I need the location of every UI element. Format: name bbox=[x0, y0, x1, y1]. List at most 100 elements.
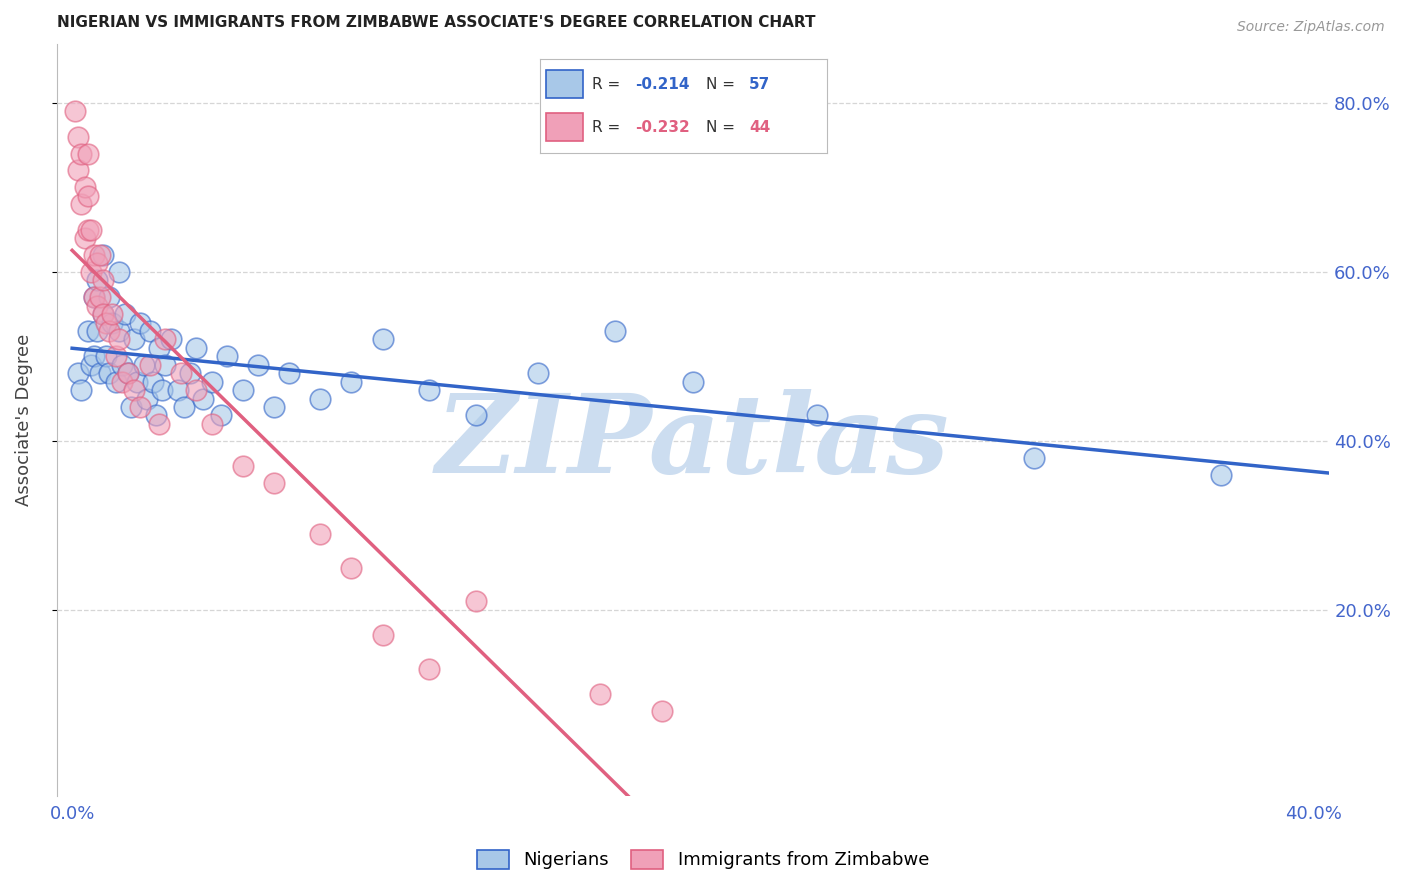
Point bbox=[86, 256, 108, 270]
Point bbox=[138, 324, 160, 338]
Point bbox=[111, 358, 134, 372]
Point bbox=[186, 383, 208, 397]
Point bbox=[83, 290, 105, 304]
Point bbox=[91, 248, 114, 262]
Point bbox=[170, 366, 193, 380]
Point bbox=[263, 476, 285, 491]
Point bbox=[101, 307, 124, 321]
Point bbox=[76, 146, 98, 161]
Point bbox=[122, 333, 145, 347]
Point bbox=[67, 129, 90, 144]
Point bbox=[142, 375, 165, 389]
Point bbox=[371, 628, 394, 642]
Point bbox=[186, 341, 208, 355]
Point bbox=[309, 392, 332, 406]
Point bbox=[145, 409, 167, 423]
Point bbox=[526, 366, 548, 380]
Point bbox=[83, 349, 105, 363]
Point bbox=[464, 594, 486, 608]
Point bbox=[70, 383, 93, 397]
Point bbox=[107, 324, 129, 338]
Point bbox=[107, 333, 129, 347]
Point bbox=[173, 400, 195, 414]
Point bbox=[80, 265, 103, 279]
Point bbox=[122, 383, 145, 397]
Text: NIGERIAN VS IMMIGRANTS FROM ZIMBABWE ASSOCIATE'S DEGREE CORRELATION CHART: NIGERIAN VS IMMIGRANTS FROM ZIMBABWE ASS… bbox=[56, 15, 815, 30]
Point bbox=[191, 392, 214, 406]
Point bbox=[80, 222, 103, 236]
Point bbox=[179, 366, 201, 380]
Point bbox=[73, 231, 96, 245]
Point bbox=[132, 358, 155, 372]
Point bbox=[278, 366, 301, 380]
Point bbox=[806, 409, 828, 423]
Point bbox=[86, 299, 108, 313]
Point bbox=[70, 146, 93, 161]
Point bbox=[96, 349, 118, 363]
Point bbox=[111, 375, 134, 389]
Point bbox=[76, 188, 98, 202]
Point bbox=[682, 375, 704, 389]
Point bbox=[91, 307, 114, 321]
Point bbox=[129, 400, 152, 414]
Point bbox=[91, 307, 114, 321]
Legend: Nigerians, Immigrants from Zimbabwe: Nigerians, Immigrants from Zimbabwe bbox=[468, 841, 938, 879]
Point bbox=[371, 333, 394, 347]
Point bbox=[101, 316, 124, 330]
Point bbox=[86, 273, 108, 287]
Point bbox=[232, 459, 254, 474]
Point bbox=[138, 358, 160, 372]
Point bbox=[1209, 467, 1232, 482]
Point bbox=[464, 409, 486, 423]
Point bbox=[114, 307, 136, 321]
Point bbox=[201, 375, 224, 389]
Point bbox=[104, 375, 127, 389]
Point bbox=[1024, 450, 1046, 465]
Point bbox=[65, 104, 87, 119]
Text: ZIPatlas: ZIPatlas bbox=[436, 389, 950, 496]
Point bbox=[263, 400, 285, 414]
Point bbox=[166, 383, 188, 397]
Point bbox=[209, 409, 232, 423]
Point bbox=[98, 290, 121, 304]
Point bbox=[98, 324, 121, 338]
Point bbox=[418, 383, 440, 397]
Point bbox=[73, 180, 96, 194]
Point bbox=[89, 290, 111, 304]
Point bbox=[89, 248, 111, 262]
Point bbox=[605, 324, 627, 338]
Point bbox=[247, 358, 270, 372]
Point bbox=[104, 349, 127, 363]
Point bbox=[232, 383, 254, 397]
Point bbox=[70, 197, 93, 211]
Point bbox=[96, 316, 118, 330]
Point bbox=[117, 366, 139, 380]
Y-axis label: Associate's Degree: Associate's Degree bbox=[15, 334, 32, 506]
Point bbox=[340, 560, 363, 574]
Point bbox=[127, 375, 149, 389]
Point bbox=[67, 163, 90, 178]
Point bbox=[91, 273, 114, 287]
Point bbox=[76, 222, 98, 236]
Point bbox=[217, 349, 239, 363]
Point bbox=[117, 366, 139, 380]
Point bbox=[120, 400, 142, 414]
Point bbox=[83, 290, 105, 304]
Point bbox=[76, 324, 98, 338]
Point bbox=[86, 324, 108, 338]
Point bbox=[150, 383, 173, 397]
Point bbox=[89, 366, 111, 380]
Point bbox=[155, 333, 177, 347]
Point bbox=[651, 704, 673, 718]
Point bbox=[155, 358, 177, 372]
Point bbox=[83, 248, 105, 262]
Point bbox=[589, 687, 612, 701]
Point bbox=[309, 526, 332, 541]
Point bbox=[80, 358, 103, 372]
Point bbox=[148, 341, 170, 355]
Point bbox=[67, 366, 90, 380]
Point bbox=[418, 662, 440, 676]
Point bbox=[148, 417, 170, 431]
Point bbox=[340, 375, 363, 389]
Point bbox=[98, 366, 121, 380]
